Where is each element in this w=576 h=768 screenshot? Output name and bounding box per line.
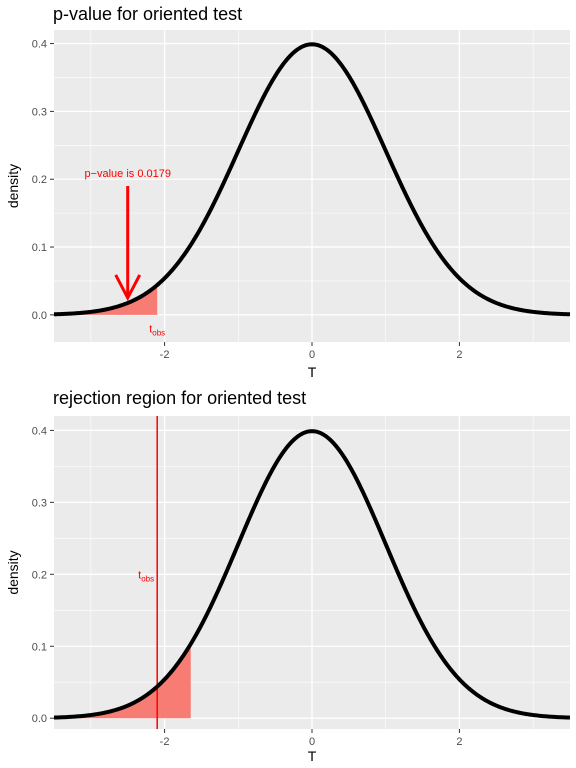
x-tick-label: 0 — [309, 349, 315, 361]
y-tick-label: 0.0 — [32, 713, 47, 725]
chart-title: rejection region for oriented test — [53, 388, 306, 408]
arrow-head — [114, 274, 142, 302]
t-obs-label: tobs — [149, 323, 165, 337]
y-tick-label: 0.3 — [32, 497, 47, 509]
chart-panel-2: rejection region for oriented test tobs -2… — [5, 388, 571, 764]
density-curve — [53, 429, 571, 720]
y-tick-label: 0.3 — [32, 106, 47, 118]
y-axis-label: density — [5, 164, 21, 208]
x-axis-label: T — [308, 364, 317, 380]
y-tick-label: 0.1 — [32, 641, 47, 653]
density-curve — [53, 42, 571, 317]
chart-title: p-value for oriented test — [53, 4, 242, 24]
x-tick-label: 2 — [456, 349, 462, 361]
x-tick-label: -2 — [160, 349, 170, 361]
t-obs-label-subscript: obs — [152, 328, 165, 337]
t-obs-label-main: t — [149, 323, 152, 335]
x-tick-label: -2 — [160, 736, 170, 748]
y-axis-label: density — [5, 550, 21, 594]
y-tick-label: 0.4 — [32, 39, 47, 51]
x-axis-label: T — [308, 748, 317, 764]
chart-panel-1: p-value for oriented test p−value is 0.01… — [5, 4, 571, 380]
y-tick-label: 0.2 — [32, 569, 47, 581]
p-value-label: p−value is 0.0179 — [84, 168, 171, 180]
y-tick-label: 0.4 — [32, 425, 47, 437]
t-obs-label-main: t — [138, 569, 141, 581]
t-obs-label-subscript: obs — [141, 574, 154, 583]
y-tick-label: 0.0 — [32, 310, 47, 322]
shaded-area — [54, 285, 158, 315]
x-tick-label: 0 — [309, 736, 315, 748]
y-tick-label: 0.2 — [32, 174, 47, 186]
y-tick-label: 0.1 — [32, 242, 47, 254]
t-obs-label: tobs — [138, 569, 154, 583]
x-tick-label: 2 — [456, 736, 462, 748]
